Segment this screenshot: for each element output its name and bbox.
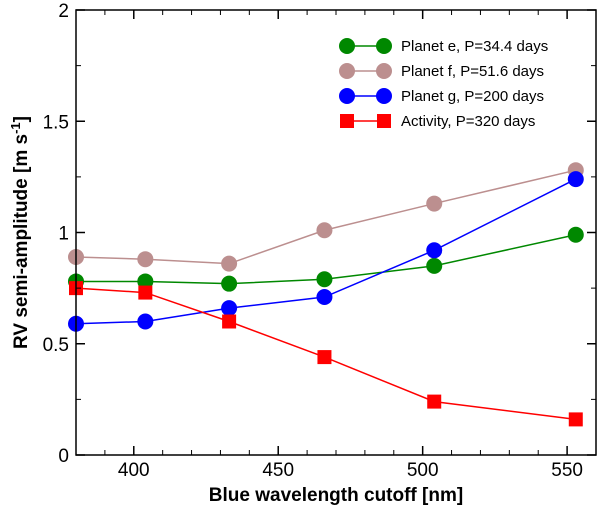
data-point [317, 350, 332, 365]
legend-marker [376, 88, 392, 104]
data-point [567, 226, 584, 243]
y-tick-label: 0 [58, 446, 69, 467]
series-line [75, 169, 576, 265]
data-point [316, 222, 333, 239]
x-tick-label: 400 [118, 460, 150, 481]
legend-marker [339, 38, 355, 54]
x-tick-label: 550 [551, 460, 583, 481]
data-point [221, 300, 238, 317]
legend-label: Planet g, P=200 days [401, 88, 544, 105]
data-point [137, 251, 154, 268]
y-tick-label: 2 [58, 1, 69, 22]
legend-entry: Planet f, P=51.6 days [339, 63, 544, 80]
y-tick-label: 1 [58, 224, 69, 245]
y-axis-title-end: ] [11, 116, 32, 122]
series-line [75, 178, 577, 325]
y-axis-title-main: RV semi-amplitude [m s [11, 134, 32, 349]
data-point [568, 412, 583, 427]
data-point [316, 271, 333, 288]
legend-entry: Planet g, P=200 days [339, 88, 544, 105]
series-3 [69, 281, 583, 427]
series-line [76, 233, 576, 285]
y-axis-title-sup: -1 [8, 122, 23, 134]
data-point [222, 314, 237, 329]
x-tick-label: 450 [262, 460, 294, 481]
legend-marker [340, 114, 354, 128]
data-point [221, 275, 238, 292]
series-1 [68, 162, 584, 272]
series-line [75, 287, 576, 421]
data-point [426, 195, 443, 212]
data-point [137, 273, 154, 290]
legend-marker [376, 38, 392, 54]
legend-marker [377, 114, 391, 128]
data-point [567, 171, 584, 188]
data-point [316, 289, 333, 306]
legend-marker [339, 63, 355, 79]
legend-entry: Planet e, P=34.4 days [339, 38, 548, 55]
x-tick-label: 500 [407, 460, 439, 481]
legend-label: Activity, P=320 days [401, 113, 535, 130]
legend-marker [376, 63, 392, 79]
y-tick-label: 1.5 [43, 112, 69, 133]
legend-entry: Activity, P=320 days [340, 113, 535, 130]
data-point [426, 257, 443, 274]
data-point [427, 394, 442, 409]
legend-label: Planet f, P=51.6 days [401, 63, 544, 80]
data-point [426, 242, 443, 259]
data-point [221, 255, 238, 272]
plot-layer [68, 162, 584, 427]
legend: Planet e, P=34.4 days Planet f, P=51.6 da… [339, 38, 548, 130]
data-point [138, 285, 153, 300]
data-point [137, 313, 154, 330]
y-axis-title: RV semi-amplitude [m s-1] [8, 116, 33, 349]
y-tick-label: 0.5 [43, 335, 69, 356]
ticks-layer: 400 450 500 550 0 0.5 1 1.5 2 [43, 1, 597, 481]
legend-marker [339, 88, 355, 104]
x-axis-title: Blue wavelength cutoff [nm] [209, 485, 463, 506]
legend-label: Planet e, P=34.4 days [401, 38, 548, 55]
